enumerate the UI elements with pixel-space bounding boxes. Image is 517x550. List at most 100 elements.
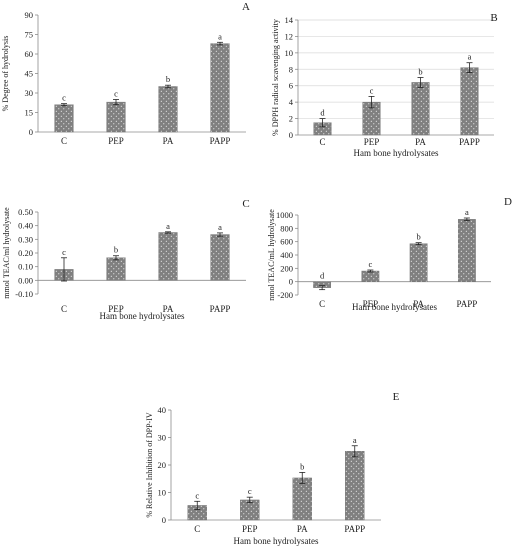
x-axis-title: Ham bone hydrolysates: [352, 302, 437, 312]
y-tick-label: 400: [280, 250, 293, 260]
category-label: C: [319, 299, 325, 309]
y-tick-label: 2: [289, 114, 293, 124]
category-label: PEP: [242, 524, 258, 534]
y-tick-label: 90: [25, 10, 34, 20]
category-label: PEP: [363, 299, 379, 309]
y-axis-title: % Relative Inhibition of DPP-IV: [145, 412, 154, 518]
y-axis-title: % Degree of hydrolysis: [1, 36, 10, 112]
y-tick-label: 15: [25, 108, 34, 118]
category-label: PAPP: [210, 136, 231, 146]
bar-c: [54, 104, 74, 133]
y-tick-label: 40: [158, 405, 167, 415]
category-label: PAPP: [344, 524, 365, 534]
category-label: PA: [413, 299, 424, 309]
x-axis-title: Ham bone hydrolysates: [100, 311, 185, 321]
x-axis-title: Ham bone hydrolysates: [354, 148, 439, 158]
chart-panel-b: 0 2 4 6 8 10 12 14 d Cc PEP b PA a PAPP % DPPH radical …: [271, 12, 498, 158]
y-tick-label: 200: [280, 263, 293, 273]
panel-label: C: [242, 198, 249, 210]
y-tick-label: 10: [158, 488, 167, 498]
panel-label: A: [242, 1, 250, 13]
bar-pep: [361, 270, 380, 282]
y-tick-label: 20: [158, 460, 167, 470]
x-axis-title: Ham bone hydrolysates: [234, 536, 319, 546]
y-tick-label: -0.10: [15, 289, 33, 299]
y-tick-label: 45: [25, 69, 34, 79]
significance-letter: a: [218, 222, 222, 232]
category-label: C: [61, 304, 67, 314]
y-tick-label: 0.10: [18, 262, 33, 272]
significance-letter: a: [166, 221, 170, 231]
bar-papp: [210, 234, 230, 281]
category-label: C: [319, 137, 325, 147]
significance-letter: b: [417, 232, 421, 242]
significance-letter: a: [465, 207, 469, 217]
category-label: PEP: [108, 136, 124, 146]
bar-pa: [158, 86, 178, 133]
y-tick-label: 14: [285, 15, 294, 25]
y-tick-label: 8: [289, 64, 293, 74]
significance-letter: c: [114, 89, 118, 99]
category-label: PAPP: [457, 299, 478, 309]
y-tick-label: 60: [25, 49, 34, 59]
bar-pep: [106, 257, 126, 281]
category-label: C: [194, 524, 200, 534]
category-label: PAPP: [210, 304, 231, 314]
chart-panel-e: 0 10 20 30 40 c Cc PEP b PA a PAPP % Relative Inhibi…: [145, 391, 400, 546]
chart-panel-a: 0 15 30 45 60 75 90 c Cc PEP b PA a PAPP % Degree of h…: [1, 1, 250, 146]
significance-letter: c: [195, 490, 199, 500]
bar-pa: [158, 232, 178, 281]
y-tick-label: 0.50: [18, 207, 33, 217]
category-label: PA: [297, 524, 308, 534]
y-axis-title: % DPPH radical scavenging activity: [271, 19, 280, 136]
y-tick-label: 30: [158, 433, 167, 443]
chart-panel-d: -200 0 200 400 600 800 1000 d Cc PEP b PA a PAPP nmol …: [267, 196, 512, 312]
bar-pa: [411, 82, 430, 136]
y-tick-label: 4: [289, 97, 294, 107]
y-axis-title: nmol TEAC/mL hydrolysate: [267, 209, 276, 301]
category-label: C: [61, 136, 67, 146]
y-axis-title: mmol TEAC/ml hydrolysate: [2, 207, 11, 299]
bar-papp: [460, 67, 479, 136]
chart-panel-c: -0.10 0.00 0.10 0.20 0.30 0.40 0.50 c Cb PEP a PA a P…: [2, 198, 250, 321]
y-tick-label: 800: [280, 223, 293, 233]
significance-letter: d: [320, 271, 325, 281]
bar-papp: [345, 451, 365, 521]
significance-letter: b: [300, 461, 304, 471]
significance-letter: c: [248, 486, 252, 496]
bar-pa: [292, 477, 312, 521]
category-label: PEP: [108, 304, 124, 314]
y-tick-label: 30: [25, 88, 34, 98]
panel-label: B: [490, 12, 497, 24]
significance-letter: b: [114, 245, 118, 255]
significance-letter: c: [62, 93, 66, 103]
y-tick-label: 0: [162, 515, 166, 525]
significance-letter: c: [368, 259, 372, 269]
y-tick-label: 75: [25, 30, 34, 40]
bar-pep: [106, 101, 126, 133]
significance-letter: a: [353, 435, 357, 445]
significance-letter: d: [320, 108, 325, 118]
y-tick-label: 0.20: [18, 248, 33, 258]
significance-letter: a: [218, 31, 222, 41]
bar-pa: [409, 243, 428, 282]
y-tick-label: 600: [280, 237, 293, 247]
y-tick-label: 1000: [276, 210, 293, 220]
y-tick-label: -200: [277, 290, 293, 300]
significance-letter: c: [62, 247, 66, 257]
y-tick-label: 10: [285, 48, 294, 58]
significance-letter: c: [370, 85, 374, 95]
significance-letter: b: [166, 74, 170, 84]
category-label: PA: [415, 137, 426, 147]
y-tick-label: 0.30: [18, 234, 33, 244]
panel-label: E: [393, 391, 400, 403]
y-tick-label: 0.40: [18, 221, 33, 231]
category-label: PEP: [364, 137, 380, 147]
y-tick-label: 0: [289, 130, 293, 140]
y-tick-label: 12: [285, 31, 294, 41]
category-label: PA: [163, 136, 174, 146]
bar-papp: [210, 43, 230, 133]
y-tick-label: 0.00: [18, 275, 33, 285]
panel-label: D: [504, 196, 512, 208]
